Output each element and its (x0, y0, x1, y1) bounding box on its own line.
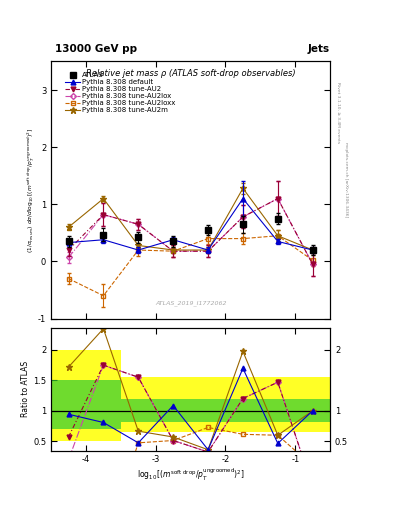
Y-axis label: Ratio to ATLAS: Ratio to ATLAS (21, 361, 30, 417)
Text: Jets: Jets (308, 44, 330, 54)
Legend: ATLAS, Pythia 8.308 default, Pythia 8.308 tune-AU2, Pythia 8.308 tune-AU2lox, Py: ATLAS, Pythia 8.308 default, Pythia 8.30… (63, 70, 178, 115)
Text: Rivet 3.1.10, ≥ 3.4M events: Rivet 3.1.10, ≥ 3.4M events (336, 82, 340, 143)
Text: mcplots.cern.ch [arXiv:1306.3436]: mcplots.cern.ch [arXiv:1306.3436] (344, 142, 348, 217)
X-axis label: $\log_{10}[(m^{\rm soft\ drop}/p_T^{\rm ungroomed})^2]$: $\log_{10}[(m^{\rm soft\ drop}/p_T^{\rm … (137, 467, 244, 483)
Text: ATLAS_2019_I1772062: ATLAS_2019_I1772062 (155, 300, 226, 306)
Y-axis label: $(1/\sigma_{\rm resum})\ d\sigma/d\log_{10}[(m^{\rm soft\ drop}/p_T^{\rm ungroom: $(1/\sigma_{\rm resum})\ d\sigma/d\log_{… (25, 127, 37, 253)
Text: 13000 GeV pp: 13000 GeV pp (55, 44, 137, 54)
Text: Relative jet mass ρ (ATLAS soft-drop observables): Relative jet mass ρ (ATLAS soft-drop obs… (86, 69, 296, 78)
